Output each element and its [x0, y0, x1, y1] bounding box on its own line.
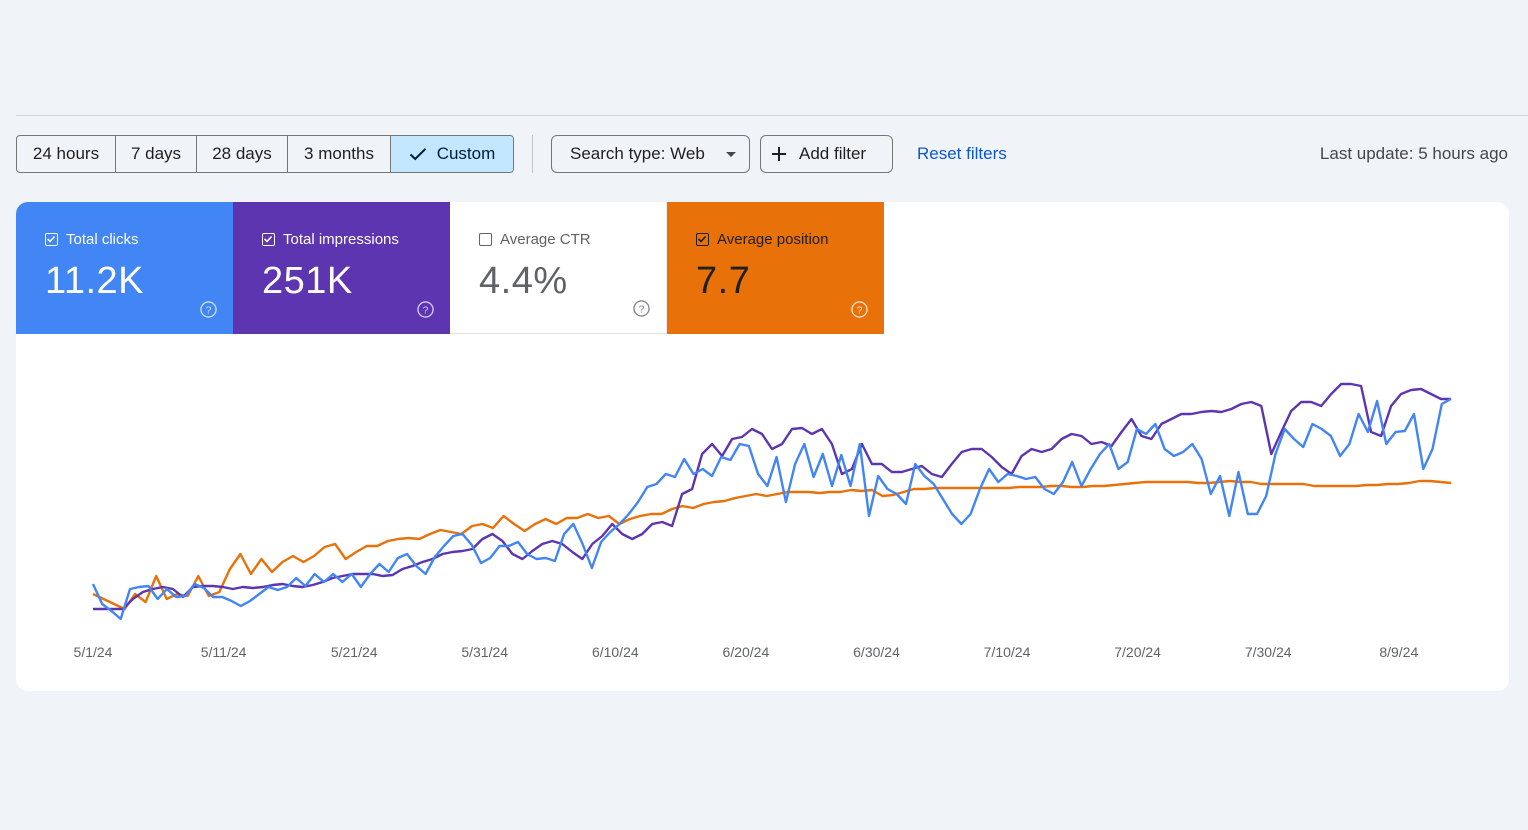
x-tick-label: 5/1/24 — [74, 644, 113, 660]
checkbox-checked-icon[interactable] — [45, 233, 58, 246]
top-divider — [16, 115, 1528, 116]
series-line-average-position — [92, 479, 1452, 611]
series-line-total-clicks — [91, 397, 1452, 621]
range-24-hours-button[interactable]: 24 hours — [17, 136, 116, 172]
checkbox-unchecked-icon[interactable] — [479, 233, 492, 246]
series-line-total-impressions — [93, 382, 1451, 611]
add-filter-label: Add filter — [799, 144, 867, 163]
date-range-selector: 24 hours 7 days 28 days 3 months Custom — [16, 135, 514, 173]
range-28-days-button[interactable]: 28 days — [197, 136, 288, 172]
x-tick-label: 8/9/24 — [1379, 644, 1418, 660]
range-custom-button[interactable]: Custom — [391, 136, 513, 172]
last-update-text: Last update: 5 hours ago — [1319, 144, 1508, 163]
range-label: Custom — [436, 144, 496, 163]
toolbar: 24 hours 7 days 28 days 3 months Custom … — [16, 135, 1508, 173]
svg-text:?: ? — [206, 305, 212, 316]
x-tick-label: 6/20/24 — [723, 644, 770, 660]
x-tick-label: 5/31/24 — [461, 644, 508, 660]
plus-icon — [771, 146, 787, 162]
performance-card: Total clicks 11.2K ? Total impressions 2… — [16, 202, 1509, 691]
metric-average-ctr[interactable]: Average CTR 4.4% ? — [450, 202, 667, 334]
checkbox-checked-icon[interactable] — [262, 233, 275, 246]
search-type-dropdown[interactable]: Search type: Web — [551, 135, 750, 173]
metric-value: 251K — [262, 260, 353, 302]
x-tick-label: 7/10/24 — [984, 644, 1031, 660]
metric-value: 11.2K — [45, 260, 144, 302]
metric-label: Total impressions — [283, 231, 399, 248]
range-label: 3 months — [304, 144, 374, 163]
range-3-months-button[interactable]: 3 months — [288, 136, 391, 172]
metric-value: 7.7 — [696, 260, 751, 302]
help-icon[interactable]: ? — [851, 301, 868, 318]
x-tick-label: 7/20/24 — [1114, 644, 1161, 660]
svg-text:?: ? — [423, 305, 429, 316]
metric-average-position[interactable]: Average position 7.7 ? — [667, 202, 884, 334]
x-tick-label: 6/30/24 — [853, 644, 900, 660]
performance-chart: 5/1/24 5/11/24 5/21/24 5/31/24 6/10/24 6/20/2… — [74, 382, 1452, 660]
x-tick-label: 6/10/24 — [592, 644, 639, 660]
svg-text:?: ? — [639, 304, 645, 315]
help-icon[interactable]: ? — [417, 301, 434, 318]
help-icon[interactable]: ? — [633, 300, 650, 317]
range-label: 28 days — [212, 144, 272, 163]
search-type-label: Search type: Web — [570, 144, 705, 163]
svg-text:?: ? — [857, 305, 863, 316]
x-tick-label: 7/30/24 — [1245, 644, 1292, 660]
range-7-days-button[interactable]: 7 days — [116, 136, 197, 172]
x-tick-label: 5/21/24 — [331, 644, 378, 660]
metric-total-clicks[interactable]: Total clicks 11.2K ? — [16, 202, 233, 334]
range-label: 24 hours — [32, 144, 100, 163]
toolbar-divider — [532, 135, 533, 173]
dropdown-caret-icon — [726, 152, 736, 157]
x-tick-label: 5/11/24 — [201, 644, 247, 660]
checkmark-icon — [409, 147, 427, 161]
add-filter-button[interactable]: Add filter — [760, 135, 893, 173]
checkbox-checked-icon[interactable] — [696, 233, 709, 246]
range-label: 7 days — [130, 144, 182, 163]
help-icon[interactable]: ? — [200, 301, 217, 318]
metric-label: Average CTR — [500, 231, 591, 248]
metric-value: 4.4% — [479, 260, 568, 302]
reset-filters-link[interactable]: Reset filters — [917, 144, 1007, 163]
metric-label: Average position — [717, 231, 829, 248]
metric-label: Total clicks — [66, 231, 139, 248]
metric-total-impressions[interactable]: Total impressions 251K ? — [233, 202, 450, 334]
